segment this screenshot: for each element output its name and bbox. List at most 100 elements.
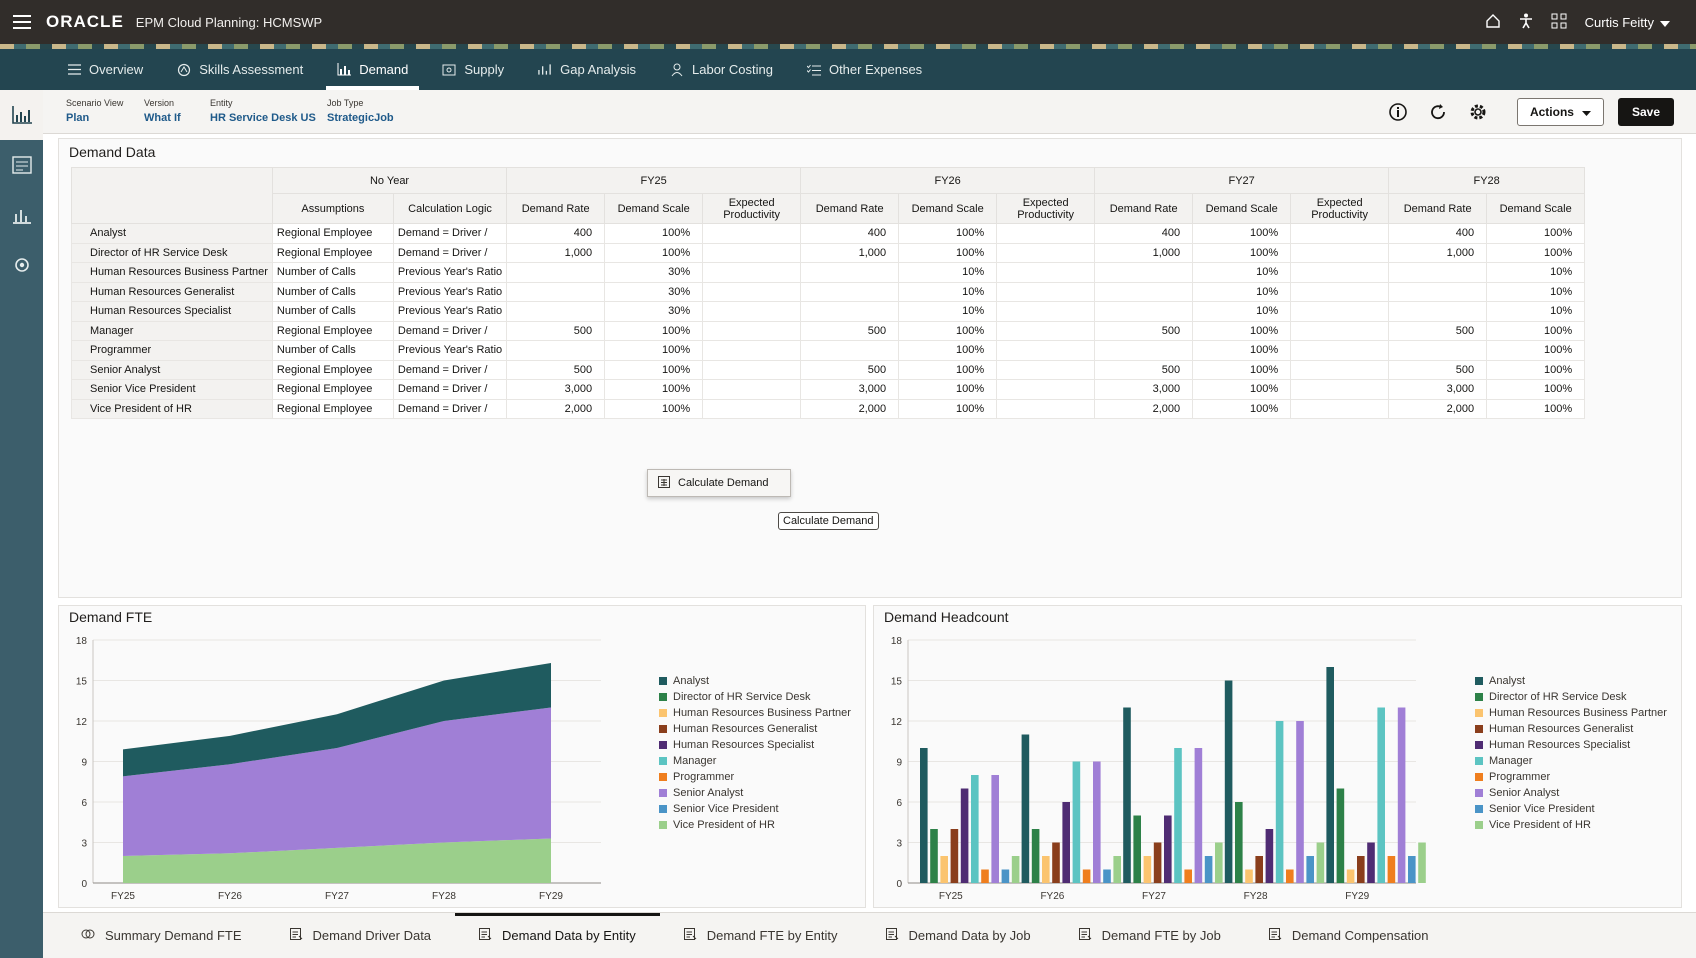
demand-rate-cell[interactable]: 1,000 [1388, 242, 1488, 263]
assumption-cell[interactable]: Regional Employee [271, 223, 394, 244]
demand-scale-cell[interactable]: 100% [1486, 340, 1586, 361]
demand-rate-cell[interactable]: 3,000 [1388, 379, 1488, 400]
demand-scale-cell[interactable]: 30% [604, 301, 704, 322]
legend-item[interactable]: Senior Analyst [659, 785, 851, 801]
demand-rate-cell[interactable]: 2,000 [1094, 398, 1194, 419]
assumption-cell[interactable]: Regional Employee [271, 320, 394, 341]
demand-scale-cell[interactable]: 30% [604, 262, 704, 283]
calc-logic-cell[interactable]: Previous Year's Ratio [392, 262, 508, 283]
expected-productivity-cell[interactable] [702, 223, 802, 244]
calc-logic-cell[interactable]: Demand = Driver / [392, 320, 508, 341]
demand-scale-cell[interactable]: 10% [1192, 281, 1292, 302]
demand-rate-cell[interactable] [506, 340, 606, 361]
legend-item[interactable]: Analyst [659, 673, 851, 689]
calc-logic-cell[interactable]: Demand = Driver / [392, 379, 508, 400]
demand-rate-cell[interactable]: 500 [800, 320, 900, 341]
actions-button[interactable]: Actions [1516, 98, 1604, 126]
demand-rate-cell[interactable]: 2,000 [1388, 398, 1488, 419]
demand-scale-cell[interactable]: 100% [604, 242, 704, 263]
legend-item[interactable]: Vice President of HR [659, 817, 851, 833]
demand-scale-cell[interactable]: 100% [1192, 398, 1292, 419]
expected-productivity-cell[interactable] [996, 301, 1096, 322]
demand-rate-cell[interactable] [1094, 301, 1194, 322]
legend-item[interactable]: Senior Analyst [1475, 785, 1667, 801]
bottom-tab-demand-data-by-job[interactable]: Demand Data by Job [862, 913, 1055, 958]
gear-icon[interactable] [1465, 99, 1491, 125]
legend-item[interactable]: Director of HR Service Desk [659, 689, 851, 705]
demand-scale-cell[interactable]: 100% [604, 398, 704, 419]
demand-scale-cell[interactable]: 100% [898, 379, 998, 400]
demand-scale-cell[interactable]: 10% [1192, 301, 1292, 322]
demand-rate-cell[interactable]: 400 [800, 223, 900, 244]
expected-productivity-cell[interactable] [702, 281, 802, 302]
bottom-tab-demand-data-by-entity[interactable]: Demand Data by Entity [455, 912, 660, 958]
assumption-cell[interactable]: Regional Employee [271, 398, 394, 419]
demand-rate-cell[interactable]: 400 [1094, 223, 1194, 244]
expected-productivity-cell[interactable] [1290, 359, 1390, 380]
demand-rate-cell[interactable]: 500 [506, 359, 606, 380]
rail-form-icon[interactable] [0, 140, 43, 190]
hamburger-icon[interactable] [4, 0, 40, 44]
demand-rate-cell[interactable]: 3,000 [800, 379, 900, 400]
legend-item[interactable]: Manager [659, 753, 851, 769]
demand-rate-cell[interactable] [1094, 340, 1194, 361]
demand-scale-cell[interactable]: 100% [604, 359, 704, 380]
expected-productivity-cell[interactable] [702, 340, 802, 361]
demand-scale-cell[interactable]: 100% [1486, 223, 1586, 244]
expected-productivity-cell[interactable] [1290, 340, 1390, 361]
demand-rate-cell[interactable]: 500 [1094, 320, 1194, 341]
assumption-cell[interactable]: Number of Calls [271, 262, 394, 283]
demand-rate-cell[interactable] [800, 281, 900, 302]
demand-scale-cell[interactable]: 100% [898, 242, 998, 263]
demand-rate-cell[interactable]: 500 [800, 359, 900, 380]
expected-productivity-cell[interactable] [1290, 281, 1390, 302]
legend-item[interactable]: Programmer [1475, 769, 1667, 785]
calc-logic-cell[interactable]: Previous Year's Ratio [392, 340, 508, 361]
assumption-cell[interactable]: Number of Calls [271, 340, 394, 361]
pov-version[interactable]: Version What If [144, 98, 181, 124]
demand-scale-cell[interactable]: 100% [1486, 379, 1586, 400]
demand-scale-cell[interactable]: 10% [1486, 281, 1586, 302]
demand-scale-cell[interactable]: 100% [1192, 379, 1292, 400]
tab-supply[interactable]: Supply [425, 49, 521, 90]
expected-productivity-cell[interactable] [1290, 398, 1390, 419]
demand-rate-cell[interactable]: 500 [506, 320, 606, 341]
demand-rate-cell[interactable] [800, 340, 900, 361]
demand-rate-cell[interactable]: 1,000 [1094, 242, 1194, 263]
legend-item[interactable]: Human Resources Specialist [659, 737, 851, 753]
expected-productivity-cell[interactable] [996, 359, 1096, 380]
calc-logic-cell[interactable]: Demand = Driver / [392, 359, 508, 380]
demand-scale-cell[interactable]: 100% [898, 320, 998, 341]
pov-jobtype[interactable]: Job Type StrategicJob [327, 98, 394, 124]
demand-scale-cell[interactable]: 100% [1486, 398, 1586, 419]
demand-rate-cell[interactable]: 400 [1388, 223, 1488, 244]
demand-scale-cell[interactable]: 100% [1486, 320, 1586, 341]
demand-scale-cell[interactable]: 100% [1192, 320, 1292, 341]
demand-scale-cell[interactable]: 10% [1192, 262, 1292, 283]
bottom-tab-summary-demand-fte[interactable]: Summary Demand FTE [57, 913, 266, 958]
demand-rate-cell[interactable]: 500 [1388, 359, 1488, 380]
expected-productivity-cell[interactable] [996, 379, 1096, 400]
expected-productivity-cell[interactable] [996, 340, 1096, 361]
demand-scale-cell[interactable]: 100% [604, 223, 704, 244]
demand-rate-cell[interactable]: 500 [1094, 359, 1194, 380]
bottom-tab-demand-compensation[interactable]: Demand Compensation [1245, 913, 1453, 958]
expected-productivity-cell[interactable] [702, 242, 802, 263]
save-button[interactable]: Save [1617, 98, 1674, 126]
demand-scale-cell[interactable]: 30% [604, 281, 704, 302]
pov-entity[interactable]: Entity HR Service Desk US [210, 98, 316, 124]
expected-productivity-cell[interactable] [996, 262, 1096, 283]
demand-rate-cell[interactable] [1094, 281, 1194, 302]
demand-rate-cell[interactable] [1094, 262, 1194, 283]
rail-settings-icon[interactable] [0, 240, 43, 290]
expected-productivity-cell[interactable] [1290, 223, 1390, 244]
expected-productivity-cell[interactable] [702, 262, 802, 283]
user-menu[interactable]: Curtis Feitty [1585, 15, 1670, 30]
bottom-tab-demand-fte-by-entity[interactable]: Demand FTE by Entity [660, 913, 862, 958]
demand-scale-cell[interactable]: 10% [898, 262, 998, 283]
legend-item[interactable]: Senior Vice President [659, 801, 851, 817]
tab-skills-assessment[interactable]: Skills Assessment [160, 49, 320, 90]
tab-demand[interactable]: Demand [320, 49, 425, 90]
assumption-cell[interactable]: Regional Employee [271, 242, 394, 263]
demand-scale-cell[interactable]: 100% [604, 379, 704, 400]
